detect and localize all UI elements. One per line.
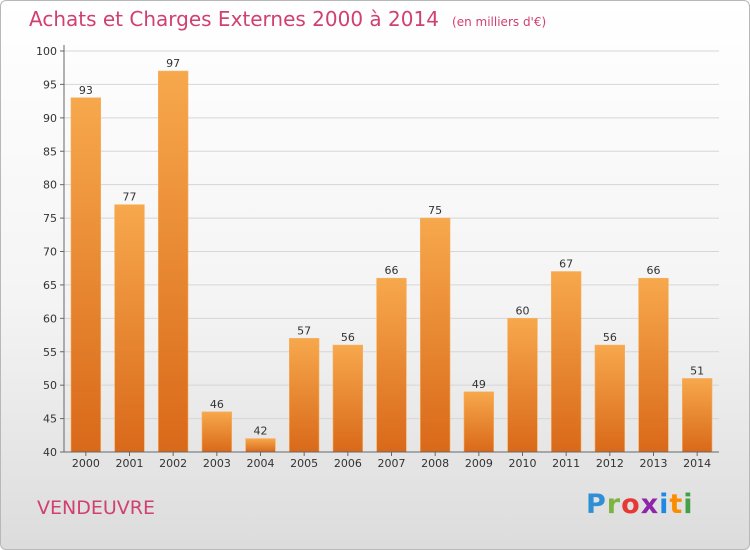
data-label: 93	[79, 84, 93, 97]
y-tick-label: 95	[43, 78, 57, 91]
data-label: 66	[385, 264, 399, 277]
x-tick-label: 2008	[421, 457, 449, 470]
brand-letter: i	[683, 489, 694, 520]
data-label: 77	[123, 191, 137, 204]
y-tick-label: 65	[43, 279, 57, 292]
bars: 93 77 97 46 42 57 56 66 75 49 60 67 56 66 51	[70, 57, 713, 453]
bar	[420, 217, 451, 453]
x-tick-label: 2006	[334, 457, 362, 470]
data-label: 46	[210, 398, 224, 411]
bar	[289, 338, 320, 453]
x-tick-label: 2014	[683, 457, 711, 470]
x-tick-label: 2005	[290, 457, 318, 470]
y-tick-label: 75	[43, 212, 57, 225]
bar	[201, 411, 232, 453]
data-label: 51	[690, 364, 704, 377]
bar	[70, 97, 101, 453]
x-tick-label: 2011	[552, 457, 580, 470]
x-tick-label: 2012	[596, 457, 624, 470]
x-tick-label: 2010	[509, 457, 537, 470]
bar	[551, 271, 582, 453]
data-label: 75	[428, 204, 442, 217]
y-tick-label: 55	[43, 346, 57, 359]
data-label: 56	[603, 331, 617, 344]
brand-letter: x	[640, 489, 660, 520]
brand-letter: t	[669, 489, 684, 520]
data-label: 42	[254, 425, 268, 438]
data-label: 97	[166, 57, 180, 70]
bar	[638, 277, 669, 453]
bar	[594, 344, 625, 453]
data-label: 60	[516, 304, 530, 317]
bar	[158, 70, 189, 453]
brand-logo: Proxiti	[586, 489, 694, 520]
x-tick-label: 2000	[72, 457, 100, 470]
bar	[507, 318, 538, 453]
x-tick-label: 2013	[640, 457, 668, 470]
brand-letter: o	[621, 489, 641, 520]
data-label: 56	[341, 331, 355, 344]
bar	[245, 438, 276, 453]
data-label: 49	[472, 378, 486, 391]
y-tick-label: 70	[43, 246, 57, 259]
axes: 40 45 50 55 60 65 70 75 80 85 90 95 100 2000 2001 2002 2…	[36, 45, 719, 470]
data-label: 67	[559, 258, 573, 271]
y-tick-label: 80	[43, 179, 57, 192]
data-label: 66	[647, 264, 661, 277]
brand-letter: r	[606, 489, 622, 520]
bar	[114, 204, 145, 453]
x-tick-label: 2004	[247, 457, 275, 470]
y-tick-label: 90	[43, 112, 57, 125]
chart-unit: (en milliers d'€)	[452, 15, 547, 29]
y-tick-label: 45	[43, 413, 57, 426]
bar	[376, 277, 407, 453]
bar	[682, 378, 713, 453]
x-tick-label: 2001	[116, 457, 144, 470]
y-tick-label: 60	[43, 312, 57, 325]
y-tick-label: 85	[43, 145, 57, 158]
y-tick-label: 40	[43, 446, 57, 459]
data-label: 57	[297, 324, 311, 337]
y-tick-label: 50	[43, 379, 57, 392]
bar	[332, 344, 363, 453]
bar	[463, 391, 494, 453]
x-tick-label: 2009	[465, 457, 493, 470]
brand-letter: i	[659, 489, 670, 520]
brand-letter: P	[586, 489, 607, 520]
chart-title: Achats et Charges Externes 2000 à 2014	[29, 7, 439, 31]
location-label: VENDEUVRE	[37, 497, 155, 519]
x-tick-label: 2007	[378, 457, 406, 470]
x-tick-label: 2002	[159, 457, 187, 470]
x-tick-label: 2003	[203, 457, 231, 470]
title-line: Achats et Charges Externes 2000 à 2014 (…	[29, 7, 546, 31]
y-tick-label: 100	[36, 45, 57, 58]
